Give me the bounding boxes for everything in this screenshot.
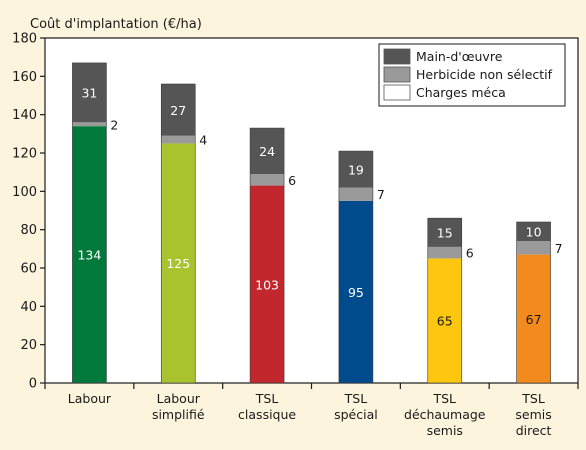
bar-outline [427,217,463,384]
legend-swatch [383,48,411,65]
legend-swatch [383,66,411,83]
data-label-main-oeuvre: 10 [526,225,542,240]
bar-segment-main-oeuvre [72,62,107,123]
x-tick-label: TSL [255,391,279,406]
y-tick-label: 40 [20,300,37,315]
data-label-charges-meca: 125 [166,256,190,271]
y-tick-label: 180 [12,32,37,47]
x-tick-label: classique [238,407,296,422]
bar-segment-charges-meca [72,126,107,384]
x-tick-label: Labour [157,391,201,406]
bar-stack: 95 19 7 [338,150,385,384]
bar-segment-main-oeuvre [250,128,285,175]
data-label-charges-meca: 134 [77,248,101,263]
x-tick-label: TSL [521,391,545,406]
chart-title: Coût d'implantation (€/ha) [30,17,202,32]
bar-segment-main-oeuvre [516,222,551,242]
bar-segment-charges-meca [250,185,285,383]
bar-segment-charges-meca [338,200,373,383]
data-label-herbicide: 4 [199,133,207,148]
data-label-main-oeuvre: 24 [259,144,275,159]
data-label-main-oeuvre: 27 [170,103,186,118]
y-tick-label: 20 [20,338,37,353]
legend-label: Main-d'œuvre [416,49,503,64]
x-tick-label: Labour [68,391,112,406]
y-tick-label: 160 [12,70,37,85]
x-tick-label: semis [427,423,463,438]
bar-stack: 134 31 2 [72,62,118,384]
data-label-herbicide: 7 [555,241,563,256]
data-label-herbicide: 7 [377,187,385,202]
x-tick-label: semis [515,407,551,422]
legend-label: Charges méca [416,85,506,100]
legend-label: Herbicide non sélectif [416,67,553,82]
y-tick-label: 140 [12,108,37,123]
bar-segment-herbicide [516,241,551,255]
data-label-main-oeuvre: 31 [81,86,97,101]
x-tick-label: spécial [334,407,378,422]
bar-stack: 125 27 4 [160,83,207,384]
bar-outline [338,150,374,384]
data-label-charges-meca: 103 [255,277,279,292]
bar-outline [516,221,551,384]
y-tick-label: 120 [12,147,37,162]
y-tick-label: 60 [20,262,37,277]
data-label-herbicide: 2 [110,117,118,132]
data-label-main-oeuvre: 19 [348,162,364,177]
data-label-charges-meca: 67 [526,312,542,327]
bar-segment-charges-meca [516,254,551,383]
y-tick-label: 100 [12,185,37,200]
data-label-charges-meca: 65 [437,314,453,329]
bar-outline [249,127,285,384]
data-label-charges-meca: 95 [348,285,364,300]
bar-segment-main-oeuvre [161,84,196,136]
bar-segment-main-oeuvre [338,151,373,188]
bar-stack: 103 24 6 [249,127,296,384]
bar-outline [160,83,196,384]
data-label-herbicide: 6 [288,173,296,188]
x-tick-label: TSL [432,391,456,406]
x-tick-label: TSL [344,391,368,406]
y-tick-label: 80 [20,223,37,238]
data-label-herbicide: 6 [466,246,474,261]
bar-stack: 65 15 6 [427,217,474,384]
bar-stack: 67 10 7 [516,221,563,384]
bar-segment-charges-meca [161,143,196,383]
x-tick-label: déchaumage [404,407,486,422]
bar-segment-herbicide [161,135,196,144]
bar-segment-charges-meca [427,258,462,383]
bar-segment-herbicide [72,122,107,127]
bar-segment-main-oeuvre [427,218,462,247]
bar-segment-herbicide [338,187,373,201]
bar-outline [72,62,107,384]
legend-swatch [383,84,411,101]
bar-segment-herbicide [250,174,285,186]
x-tick-label: simplifié [152,407,205,422]
bar-segment-herbicide [427,246,462,259]
x-tick-label: direct [516,423,552,438]
data-label-main-oeuvre: 15 [437,226,453,241]
y-tick-label: 0 [29,377,37,392]
